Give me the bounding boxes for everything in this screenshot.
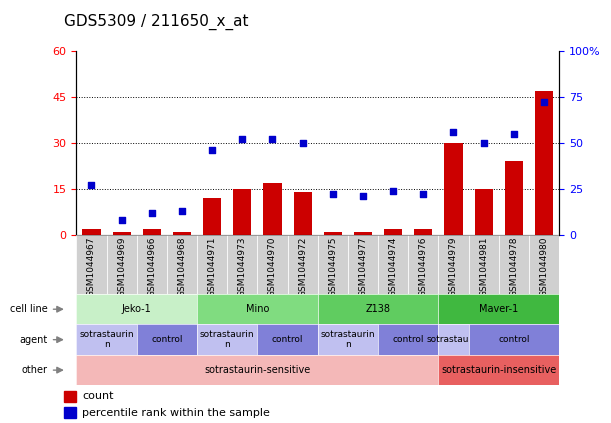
Bar [197, 235, 227, 294]
Text: sotrastaurin
n: sotrastaurin n [79, 330, 134, 349]
Bar [535, 91, 553, 235]
Point [328, 191, 338, 198]
Bar [439, 235, 469, 294]
Text: GSM1044975: GSM1044975 [328, 236, 337, 297]
Text: sotrastaurin
n: sotrastaurin n [321, 330, 375, 349]
Text: sotrastaurin
n: sotrastaurin n [200, 330, 255, 349]
Text: sotrastaurin-insensitive: sotrastaurin-insensitive [441, 365, 557, 375]
Text: control: control [272, 335, 303, 344]
Text: GDS5309 / 211650_x_at: GDS5309 / 211650_x_at [64, 14, 249, 30]
Point [419, 191, 428, 198]
Point [539, 99, 549, 106]
Bar [82, 228, 100, 235]
Point [358, 193, 368, 200]
Bar [173, 232, 191, 235]
Bar [227, 235, 257, 294]
Bar [529, 235, 559, 294]
Bar [324, 232, 342, 235]
Bar [64, 391, 76, 402]
Point [509, 130, 519, 137]
Point [388, 187, 398, 194]
Text: GSM1044968: GSM1044968 [177, 236, 186, 297]
Text: control: control [392, 335, 424, 344]
Point [147, 209, 156, 216]
Text: GSM1044979: GSM1044979 [449, 236, 458, 297]
Text: Z138: Z138 [365, 304, 390, 314]
Bar [167, 235, 197, 294]
Point [207, 147, 217, 154]
Text: sotrastaurin: sotrastaurin [426, 335, 481, 344]
Text: GSM1044970: GSM1044970 [268, 236, 277, 297]
Bar [106, 235, 137, 294]
Point [177, 207, 187, 214]
Text: GSM1044974: GSM1044974 [389, 236, 398, 297]
Point [479, 140, 489, 146]
Text: Jeko-1: Jeko-1 [122, 304, 152, 314]
Text: Maver-1: Maver-1 [479, 304, 518, 314]
Text: control: control [498, 335, 530, 344]
Bar [137, 235, 167, 294]
Bar [294, 192, 312, 235]
Text: control: control [151, 335, 183, 344]
Point [448, 128, 458, 135]
Point [238, 136, 247, 143]
Text: cell line: cell line [10, 304, 48, 314]
Text: GSM1044973: GSM1044973 [238, 236, 247, 297]
Text: GSM1044966: GSM1044966 [147, 236, 156, 297]
Bar [64, 407, 76, 418]
Point [117, 217, 126, 223]
Bar [354, 232, 372, 235]
Text: GSM1044977: GSM1044977 [359, 236, 367, 297]
Text: GSM1044969: GSM1044969 [117, 236, 126, 297]
Text: GSM1044967: GSM1044967 [87, 236, 96, 297]
Text: GSM1044971: GSM1044971 [208, 236, 217, 297]
Bar [76, 235, 106, 294]
Bar [475, 189, 492, 235]
Bar [143, 228, 161, 235]
Text: GSM1044978: GSM1044978 [510, 236, 518, 297]
Bar [318, 235, 348, 294]
Bar [288, 235, 318, 294]
Bar [499, 235, 529, 294]
Point [268, 136, 277, 143]
Bar [378, 235, 408, 294]
Point [298, 140, 307, 146]
Bar [444, 143, 463, 235]
Bar [505, 161, 523, 235]
Text: other: other [22, 365, 48, 375]
Bar [408, 235, 439, 294]
Bar [233, 189, 251, 235]
Point [87, 182, 97, 189]
Bar [384, 228, 402, 235]
Text: Mino: Mino [246, 304, 269, 314]
Text: GSM1044980: GSM1044980 [540, 236, 549, 297]
Text: GSM1044981: GSM1044981 [479, 236, 488, 297]
Text: GSM1044972: GSM1044972 [298, 236, 307, 297]
Text: GSM1044976: GSM1044976 [419, 236, 428, 297]
Bar [348, 235, 378, 294]
Text: agent: agent [20, 335, 48, 345]
Bar [112, 232, 131, 235]
Text: percentile rank within the sample: percentile rank within the sample [82, 407, 270, 418]
Bar [257, 235, 288, 294]
Bar [203, 198, 221, 235]
Text: sotrastaurin-sensitive: sotrastaurin-sensitive [204, 365, 310, 375]
Bar [414, 228, 433, 235]
Text: count: count [82, 391, 114, 401]
Bar [469, 235, 499, 294]
Bar [263, 183, 282, 235]
